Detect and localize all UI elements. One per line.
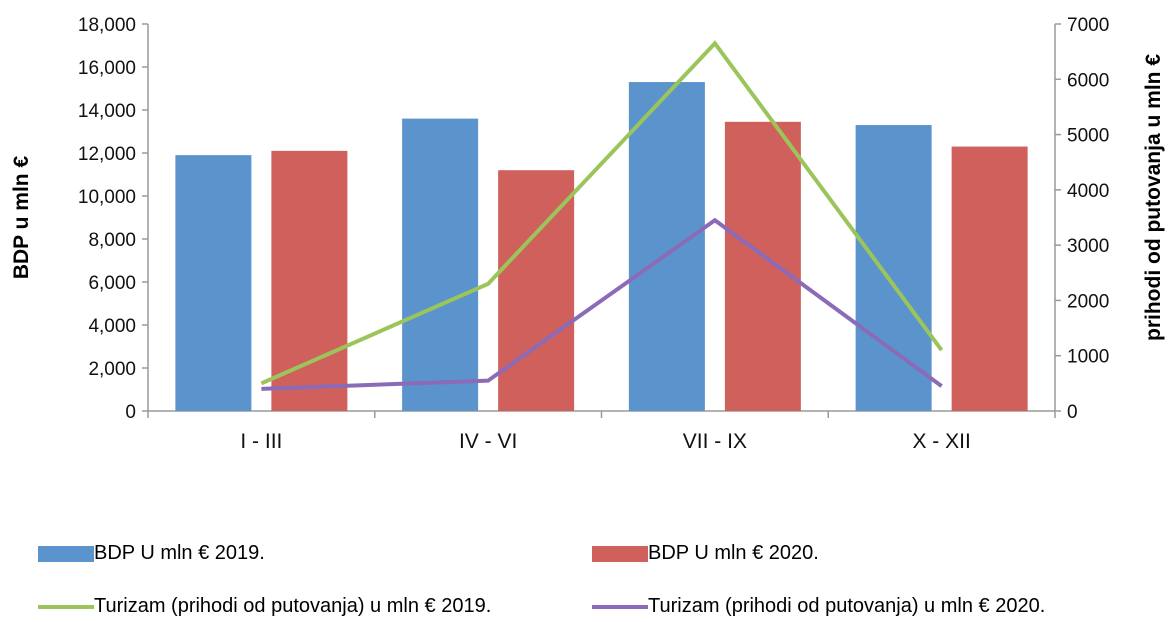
- legend-swatch-turizam-2020: [592, 604, 648, 609]
- y-tick-label-left: 18,000: [78, 15, 136, 36]
- x-tick-label: I - III: [240, 430, 282, 453]
- bar-2019: [175, 155, 252, 411]
- x-tick-label: IV - VI: [459, 430, 517, 453]
- legend-item-bdp-2020: BDP U mln € 2020.: [592, 542, 819, 565]
- y-tick-label-right: 5000: [1067, 126, 1109, 147]
- bar-2019: [855, 125, 932, 412]
- legend-label-bdp-2020: BDP U mln € 2020.: [648, 542, 819, 564]
- bar-2020: [498, 170, 575, 411]
- bar-2020: [951, 146, 1028, 412]
- line-turizam-2019: [260, 40, 944, 386]
- legend-item-turizam-2020: Turizam (prihodi od putovanja) u mln € 2…: [592, 595, 1045, 618]
- y-tick-label-right: 1000: [1067, 347, 1109, 368]
- y-tick-label-right: 7000: [1067, 15, 1109, 36]
- y-tick-label-left: 10,000: [78, 187, 136, 208]
- y-tick-label-left: 6,000: [88, 273, 136, 294]
- legend-swatch-bdp-2019: [38, 545, 94, 562]
- bar-2020: [271, 150, 348, 411]
- y-tick-label-left: 4,000: [88, 316, 136, 337]
- legend-item-bdp-2019: BDP U mln € 2019.: [38, 542, 265, 565]
- y-axis-title-right: prihodi od putovanja u mln €: [1142, 54, 1165, 341]
- legend-label-bdp-2019: BDP U mln € 2019.: [94, 542, 265, 564]
- legend-item-turizam-2019: Turizam (prihodi od putovanja) u mln € 2…: [38, 595, 491, 618]
- legend-label-turizam-2019: Turizam (prihodi od putovanja) u mln € 2…: [94, 595, 492, 617]
- y-tick-label-right: 4000: [1067, 181, 1109, 202]
- bar-2020: [724, 121, 801, 411]
- legend-swatch-turizam-2019: [38, 604, 94, 609]
- y-tick-label-right: 0: [1067, 402, 1078, 423]
- bar-2019: [402, 118, 479, 411]
- y-tick-label-left: 14,000: [78, 101, 136, 122]
- combo-chart: 0 2,000 4,000 6,000 8,000 10,000 12,000 14,000 1…: [10, 15, 1165, 453]
- y-tick-label-left: 2,000: [88, 359, 136, 380]
- x-tick-label: VII - IX: [683, 430, 747, 453]
- legend-label-turizam-2020: Turizam (prihodi od putovanja) u mln € 2…: [648, 595, 1046, 617]
- x-tick-label: X - XII: [912, 430, 970, 453]
- y-tick-label-left: 0: [125, 402, 136, 423]
- y-tick-label-right: 2000: [1067, 291, 1109, 312]
- line-turizam-2020: [261, 217, 943, 391]
- y-axis-title-left: BDP u mln €: [10, 156, 33, 280]
- y-tick-label-left: 16,000: [78, 58, 136, 79]
- y-tick-label-right: 6000: [1067, 70, 1109, 91]
- bar-2019: [628, 82, 705, 412]
- y-tick-label-left: 12,000: [78, 144, 136, 165]
- y-tick-label-left: 8,000: [88, 230, 136, 251]
- y-tick-label-right: 3000: [1067, 236, 1109, 257]
- legend-swatch-bdp-2020: [592, 545, 648, 562]
